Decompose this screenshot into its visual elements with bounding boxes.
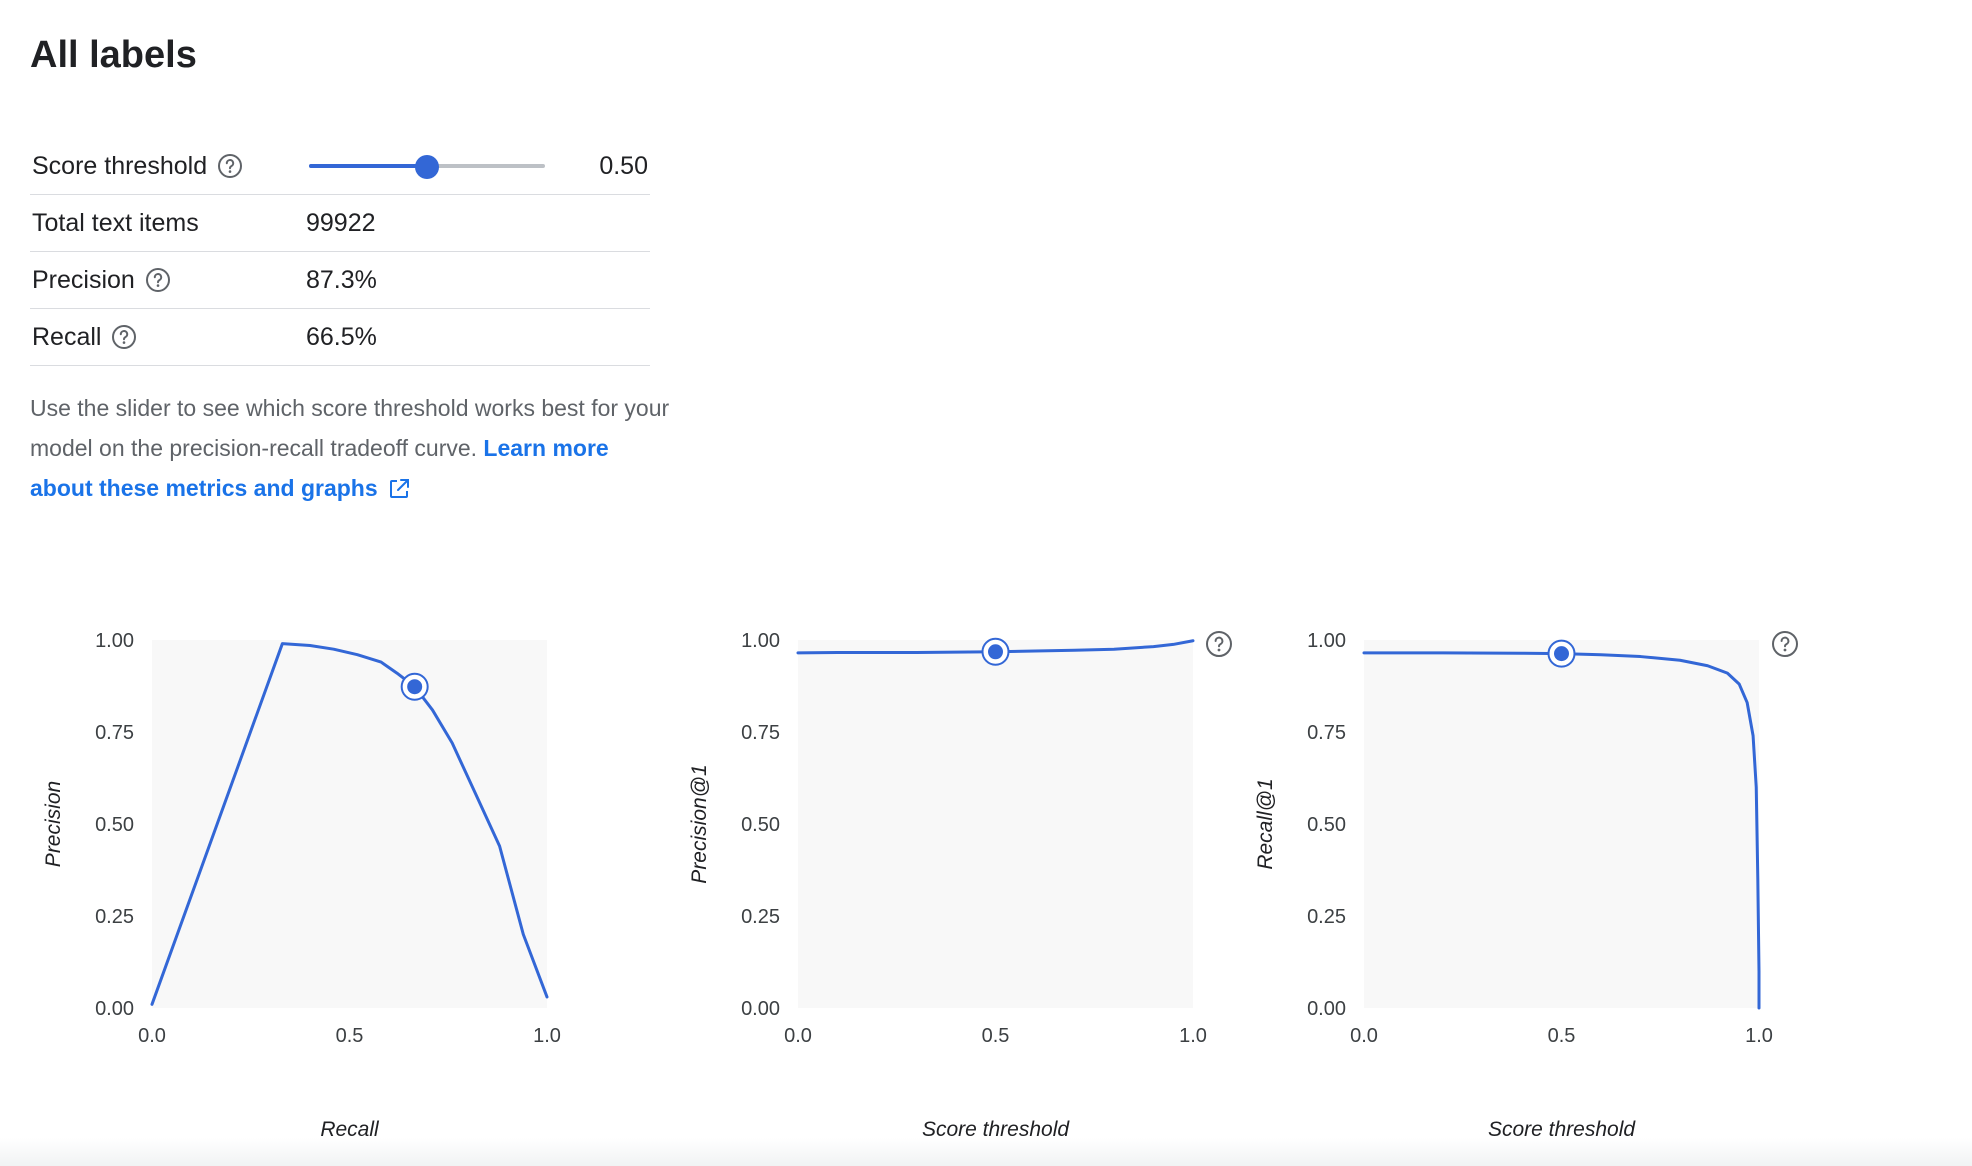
marker-dot (1554, 646, 1569, 662)
x-axis-label: Score threshold (1488, 1118, 1636, 1141)
x-tick-label: 1.0 (1745, 1025, 1773, 1047)
y-tick-label: 0.50 (95, 814, 134, 836)
score-threshold-label: Score threshold (32, 152, 243, 181)
total-items-row: Total text items 99922 (30, 195, 650, 252)
metrics-table: Score threshold 0.50 Total text items 99… (30, 138, 650, 366)
y-tick-label: 0.25 (95, 906, 134, 928)
y-tick-label: 0.00 (95, 998, 134, 1020)
help-icon-dot (1217, 648, 1221, 652)
series-line (796, 639, 1195, 655)
threshold-marker[interactable] (400, 672, 429, 701)
help-circle-icon[interactable] (111, 324, 137, 350)
recall-label: Recall (32, 323, 137, 352)
y-tick-label: 0.75 (95, 722, 134, 744)
slider-fill (309, 164, 427, 168)
x-tick-label: 0.0 (138, 1025, 166, 1047)
x-tick-label: 0.5 (1548, 1025, 1576, 1047)
x-tick-label: 1.0 (533, 1025, 561, 1047)
y-tick-label: 0.50 (1307, 814, 1346, 836)
x-tick-label: 0.0 (1350, 1025, 1378, 1047)
y-tick-label: 0.00 (1307, 998, 1346, 1020)
marker-dot (988, 644, 1003, 660)
score-threshold-slider[interactable] (309, 138, 545, 194)
y-tick-label: 0.75 (1307, 722, 1346, 744)
threshold-marker[interactable] (1547, 639, 1576, 668)
y-tick-label: 0.50 (741, 814, 780, 836)
help-icon-dot (1783, 648, 1787, 652)
page-title: All labels (30, 34, 197, 76)
help-icon-ring (1206, 631, 1232, 657)
y-tick-label: 1.00 (1307, 630, 1346, 652)
precision-label: Precision (32, 266, 171, 295)
help-icon-ring (1772, 631, 1798, 657)
y-tick-label: 0.25 (1307, 906, 1346, 928)
precision-row: Precision 87.3% (30, 252, 650, 309)
x-tick-label: 1.0 (1179, 1025, 1207, 1047)
plot-area (798, 640, 1193, 1008)
help-circle-icon[interactable] (1206, 631, 1232, 657)
series-line (1362, 651, 1761, 1010)
help-icon-mark (1214, 636, 1224, 648)
score-threshold-value: 0.50 (599, 151, 648, 180)
precision-at-1-chart: 0.00 0.25 0.50 0.75 1.00 0.0 0.5 1.0 Score thres… (688, 630, 1232, 1141)
score-threshold-row: Score threshold 0.50 (30, 138, 650, 195)
precision-value: 87.3% (306, 265, 377, 294)
help-circle-icon[interactable] (145, 267, 171, 293)
y-tick-label: 0.00 (741, 998, 780, 1020)
threshold-marker[interactable] (981, 637, 1010, 666)
y-axis-label: Recall@1 (1254, 778, 1277, 869)
learn-more-link[interactable]: Learn more about these metrics and graph… (30, 435, 609, 501)
recall-value: 66.5% (306, 322, 377, 351)
y-axis-label: Precision@1 (688, 764, 711, 883)
recall-at-1-chart: 0.00 0.25 0.50 0.75 1.00 0.0 0.5 1.0 Score thres… (1254, 630, 1798, 1141)
total-items-value: 99922 (306, 208, 376, 237)
help-circle-icon[interactable] (217, 153, 243, 179)
recall-row: Recall 66.5% (30, 309, 650, 366)
y-tick-label: 1.00 (95, 630, 134, 652)
marker-dot (407, 679, 423, 695)
x-axis-label: Score threshold (922, 1118, 1070, 1141)
help-icon-mark (1780, 636, 1790, 648)
x-axis-label: Recall (320, 1118, 380, 1141)
plot-area (152, 640, 547, 1008)
bottom-shadow (0, 1138, 1972, 1166)
x-tick-label: 0.5 (982, 1025, 1010, 1047)
open-in-new-icon (388, 472, 410, 512)
y-axis-label: Precision (42, 781, 65, 867)
slider-thumb[interactable] (415, 155, 439, 179)
x-tick-label: 0.5 (336, 1025, 364, 1047)
plot-area (1364, 640, 1759, 1008)
y-tick-label: 0.75 (741, 722, 780, 744)
x-tick-label: 0.0 (784, 1025, 812, 1047)
total-items-label: Total text items (32, 208, 199, 237)
precision-recall-chart: 0.00 0.25 0.50 0.75 1.00 0.0 0.5 1.0 Recall Preci… (42, 630, 561, 1141)
y-tick-label: 1.00 (741, 630, 780, 652)
description-text: Use the slider to see which score thresh… (30, 395, 670, 461)
description: Use the slider to see which score thresh… (30, 388, 670, 512)
help-circle-icon[interactable] (1772, 631, 1798, 657)
y-tick-label: 0.25 (741, 906, 780, 928)
